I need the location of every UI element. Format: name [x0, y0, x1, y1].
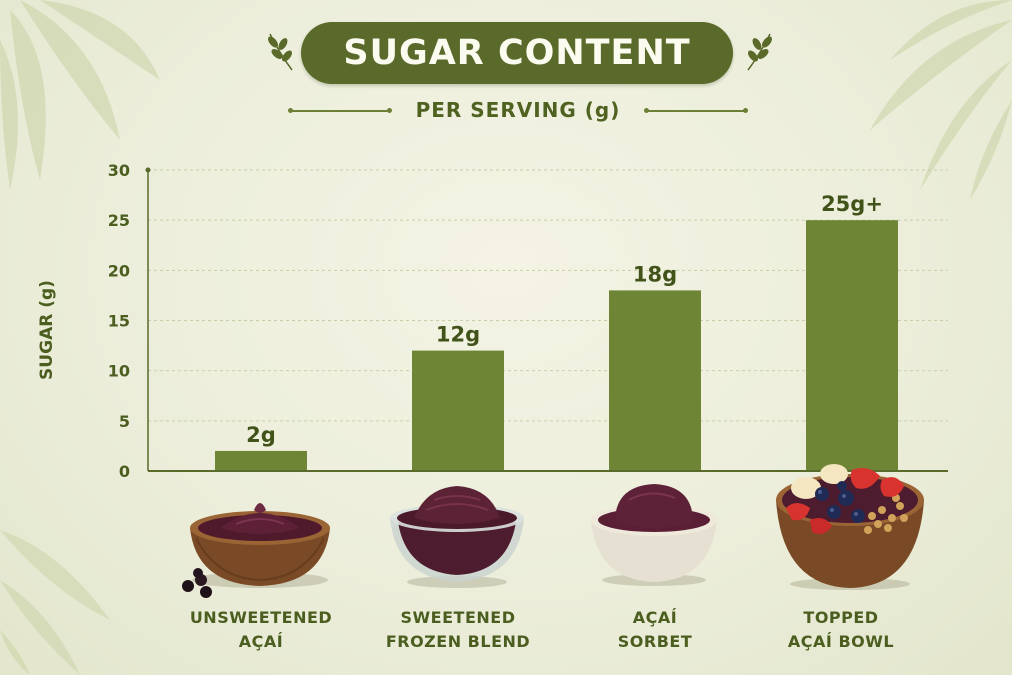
category-label-sweetened: SWEETENED FROZEN BLEND: [368, 606, 548, 654]
chart-title: SUGAR CONTENT: [343, 33, 691, 73]
category-label-line: AÇAÍ: [632, 608, 678, 627]
chart-subtitle-row: PER SERVING (g): [288, 94, 748, 128]
category-label-line: UNSWEETENED: [189, 608, 333, 627]
olive-sprig-right-icon: [747, 33, 772, 71]
bar: [806, 220, 898, 471]
bar-value-label: 18g: [633, 262, 677, 286]
y-tick-label: 5: [119, 412, 130, 431]
y-axis-label: SUGAR (g): [37, 280, 57, 380]
topped-acai-bowl-image: [776, 464, 924, 590]
bar: [609, 290, 701, 471]
unsweetened-acai-bowl-image: [182, 503, 330, 598]
category-label-sorbet: AÇAÍ SORBET: [565, 606, 745, 654]
chart-bars: [215, 220, 898, 471]
category-label-unsweetened: UNSWEETENED AÇAÍ: [171, 606, 351, 654]
category-label-topped: TOPPED AÇAÍ BOWL: [751, 606, 931, 654]
y-axis-top-dot: [145, 167, 151, 173]
bar-value-label: 25g+: [821, 192, 883, 216]
category-label-line: TOPPED: [803, 608, 879, 627]
category-label-line: FROZEN BLEND: [385, 632, 531, 651]
y-tick-label: 15: [108, 312, 130, 331]
subtitle-divider-right: [644, 108, 748, 113]
acai-sorbet-bowl-image: [591, 484, 717, 586]
chart-subtitle: PER SERVING (g): [415, 98, 621, 122]
olive-sprig-left-icon: [268, 33, 293, 71]
y-axis-ticks: 0 5 10 15 20 25 30: [108, 161, 130, 481]
bar-value-label: 12g: [436, 323, 480, 347]
palm-leaf-decoration-bottom-left-icon: [0, 530, 110, 675]
bar-value-label: 2g: [246, 423, 276, 447]
bar: [412, 350, 504, 471]
palm-leaf-decoration-top-right-icon: [870, 0, 1012, 200]
sweetened-frozen-blend-bowl-image: [390, 486, 524, 588]
palm-leaf-decoration-top-left-icon: [0, 0, 160, 190]
y-tick-label: 25: [108, 211, 130, 230]
y-tick-label: 0: [119, 462, 130, 481]
y-tick-label: 20: [108, 261, 130, 280]
category-label-line: SWEETENED: [400, 608, 516, 627]
y-tick-label: 30: [108, 161, 130, 180]
subtitle-divider-left: [288, 108, 392, 113]
y-tick-label: 10: [108, 362, 130, 381]
chart-title-banner: SUGAR CONTENT: [301, 22, 733, 84]
category-label-line: SORBET: [617, 632, 693, 651]
category-label-line: AÇAÍ BOWL: [787, 632, 895, 651]
category-label-line: AÇAÍ: [238, 632, 284, 651]
bar: [215, 450, 307, 471]
chart-data-labels: 2g 12g 18g 25g+: [246, 192, 883, 447]
